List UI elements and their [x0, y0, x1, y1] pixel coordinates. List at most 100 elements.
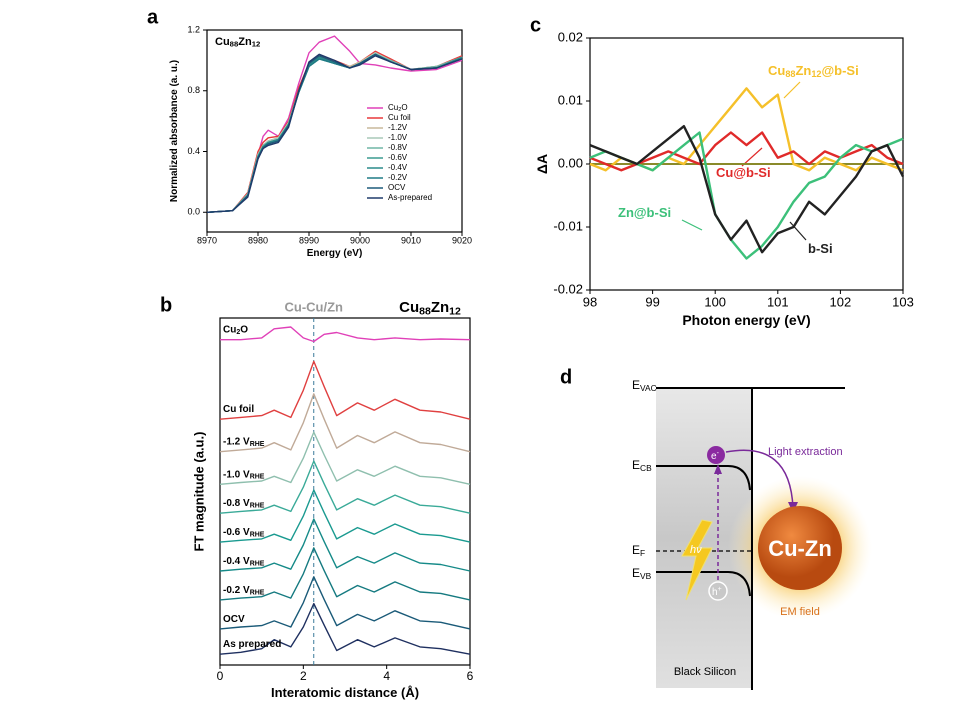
legend-label: Cu foil: [388, 113, 411, 122]
series-line: [206, 53, 463, 213]
series-line: [206, 53, 463, 213]
y-tick-label: -0.02: [553, 281, 583, 296]
series-line: [220, 326, 471, 343]
series-label: Zn@b-Si: [618, 205, 671, 220]
x-tick-label: 9010: [401, 235, 421, 245]
series-label: -1.0 VRHE: [223, 469, 265, 481]
series-label: -0.2 VRHE: [223, 585, 265, 597]
series-line: [206, 52, 463, 213]
text-part: Zn: [238, 36, 252, 48]
legend-label: -0.6V: [388, 153, 408, 162]
text-part: Cu: [388, 103, 398, 112]
text-part: 2: [236, 329, 240, 336]
legend-label: As-prepared: [388, 193, 432, 202]
series-label: Cu foil: [223, 404, 254, 415]
text-part: E: [632, 566, 640, 580]
text-part: E: [632, 543, 640, 557]
extraction-label: Light extraction: [768, 446, 843, 458]
series-label: b-Si: [808, 241, 833, 256]
text-part: Cu: [215, 36, 230, 48]
text-part: 12: [811, 70, 821, 80]
diagram: d EVAC ECB EF EVB e- h+ hν Light extract…: [560, 366, 872, 690]
text-part: E: [632, 378, 640, 392]
level-label: ECB: [632, 458, 652, 473]
text-part: OCV: [388, 183, 406, 192]
panel-label: d: [560, 366, 572, 388]
text-part: Cu foil: [388, 113, 411, 122]
series-line: [206, 53, 463, 213]
photon-bolt: [681, 519, 713, 601]
y-axis-label: ΔA: [534, 154, 550, 174]
text-part: -0.2 V: [223, 585, 250, 596]
series-line: [589, 131, 904, 172]
text-part: +: [718, 586, 722, 593]
series-label: Cu88Zn12@b-Si: [768, 63, 859, 79]
cb-band: [656, 465, 751, 491]
series-line: [589, 87, 904, 172]
legend-label: -0.8V: [388, 143, 408, 152]
text-part: Cu: [223, 324, 236, 335]
series-label: -0.4 VRHE: [223, 556, 265, 568]
series-label: -1.2 VRHE: [223, 436, 265, 448]
series-line: [206, 52, 463, 213]
series-label: Cu2O: [223, 324, 248, 336]
x-tick-label: 98: [583, 294, 597, 309]
series-line: [219, 360, 471, 420]
text-part: RHE: [250, 531, 265, 538]
vb-band: [656, 571, 751, 597]
x-tick-label: 101: [767, 294, 789, 309]
level-label: EVAC: [632, 378, 657, 393]
x-tick-label: 8990: [299, 235, 319, 245]
x-tick-label: 102: [830, 294, 852, 309]
text-part: RHE: [250, 589, 265, 596]
x-tick-label: 9000: [350, 235, 370, 245]
series-line: [219, 576, 471, 630]
particle-label: Cu-Zn: [768, 536, 832, 561]
text-part: e: [711, 451, 717, 462]
text-part: -0.4 V: [223, 556, 250, 567]
series-line: [219, 393, 471, 453]
series-line: [206, 53, 463, 213]
x-tick-label: 8970: [197, 235, 217, 245]
text-part: OCV: [223, 613, 245, 624]
y-tick-label: 0.0: [187, 207, 200, 217]
hole-label: h+: [712, 586, 722, 598]
x-axis-label: Energy (eV): [307, 248, 363, 259]
text-part: Cu: [768, 63, 785, 78]
x-axis-label: Interatomic distance (Å): [271, 685, 419, 700]
series-line: [589, 131, 904, 260]
y-tick-label: 1.2: [187, 24, 200, 34]
x-tick-label: 99: [645, 294, 659, 309]
series-line: [219, 489, 471, 543]
legend-label: OCV: [388, 183, 406, 192]
level-label: EVB: [632, 566, 652, 581]
photon-label: hν: [690, 544, 702, 556]
text-part: RHE: [250, 560, 265, 567]
text-part: VAC: [640, 383, 657, 393]
particle: [758, 506, 842, 590]
legend-label: -0.4V: [388, 163, 408, 172]
legend-label: -1.2V: [388, 123, 408, 132]
y-tick-label: 0.4: [187, 146, 200, 156]
text-part: b-Si: [808, 241, 833, 256]
text-part: -0.8V: [388, 143, 408, 152]
y-tick-label: 0.8: [187, 85, 200, 95]
series-line: [206, 53, 463, 213]
series-line: [219, 518, 471, 572]
text-part: 12: [449, 305, 461, 317]
text-part: -0.2V: [388, 173, 408, 182]
text-part: 88: [230, 40, 239, 49]
extraction-arrow: [725, 449, 794, 509]
text-part: O: [240, 324, 248, 335]
x-tick-label: 6: [467, 669, 474, 683]
text-part: @b-Si: [821, 63, 858, 78]
text-part: h: [712, 587, 718, 598]
series-line: [219, 431, 471, 485]
x-axis-label: Photon energy (eV): [682, 312, 810, 328]
text-part: -0.6V: [388, 153, 408, 162]
series-line: [206, 50, 463, 213]
series-line: [219, 602, 471, 655]
series-label: As prepared: [223, 639, 281, 650]
chart-panel: c 98 99 100 101 102 103 -0.02 -0.01 0.00 0.01 0.02 P…: [530, 14, 914, 328]
